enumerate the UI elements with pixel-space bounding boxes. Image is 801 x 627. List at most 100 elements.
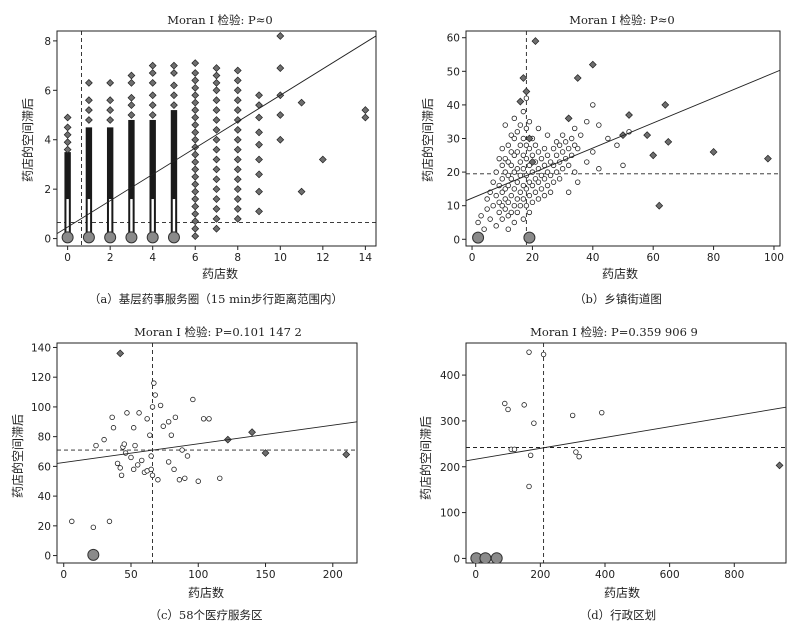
panel-b-circle-point bbox=[590, 149, 596, 155]
panel-c-xtick-label: 150 bbox=[255, 569, 275, 581]
panel-a-strip-column bbox=[64, 152, 71, 237]
panel-d-circle-point bbox=[505, 406, 511, 413]
panel-b-circle-point bbox=[511, 169, 518, 175]
panel-b-circle-point bbox=[493, 169, 499, 175]
panel-c-xlabel: 药店数 bbox=[188, 585, 224, 600]
panel-b-xtick-label: 100 bbox=[764, 252, 784, 264]
panel-b-circle-point bbox=[523, 202, 530, 209]
panel-b-circle-point bbox=[571, 142, 578, 148]
panel-b-circle-point bbox=[523, 125, 530, 132]
panel-b-diamond-point bbox=[531, 37, 540, 45]
panel-a-diamond-point bbox=[255, 140, 263, 149]
panel-c-ytick-label: 140 bbox=[31, 342, 51, 354]
panel-a-diamond-point bbox=[233, 135, 242, 144]
panel-b-diamond-point bbox=[661, 101, 670, 109]
panel-c-circle-point bbox=[149, 404, 156, 410]
panel-a-diamond-point bbox=[191, 98, 200, 107]
panel-c-ytick-label: 0 bbox=[44, 551, 51, 563]
panel-a-diamond-point bbox=[170, 61, 178, 70]
panel-a-diamond-point bbox=[191, 150, 200, 159]
panel-a-diamond-point bbox=[148, 91, 157, 100]
panel-b-circle-point bbox=[532, 142, 539, 148]
panel-d-ylabel: 药店的空间滞后 bbox=[418, 416, 433, 500]
panel-b-diamond-point bbox=[655, 201, 664, 210]
panel-a-diamond-point bbox=[212, 79, 221, 87]
panel-c-circle-point bbox=[152, 392, 158, 398]
panel-a-diamond-point bbox=[233, 205, 242, 213]
panel-b-circle-point bbox=[511, 202, 518, 209]
panel-c-circle-point bbox=[155, 477, 161, 483]
panel-c-diamond-point bbox=[248, 428, 256, 437]
panel-b-circle-point bbox=[575, 179, 581, 185]
panel-b-circle-point bbox=[502, 186, 508, 192]
panel-a-large-point bbox=[61, 231, 74, 244]
panel-c-ytick-label: 20 bbox=[38, 521, 51, 533]
panel-c-regression-line bbox=[57, 421, 357, 464]
panel-d-caption: （d）行政区划 bbox=[580, 608, 656, 622]
panel-b-diamond-point bbox=[709, 148, 718, 156]
panel-c-xtick-label: 50 bbox=[124, 569, 137, 581]
panel-d-circle-point bbox=[526, 483, 532, 490]
panel-b-circle-point bbox=[517, 159, 524, 165]
panel-a-diamond-point bbox=[191, 76, 200, 85]
panel-a-diamond-point bbox=[255, 187, 263, 196]
panel-a-ytick-label: 0 bbox=[44, 234, 51, 246]
panel-a-diamond-point bbox=[127, 101, 136, 110]
panel-b-circle-point bbox=[505, 199, 511, 206]
panel-a-diamond-point bbox=[255, 113, 263, 122]
panel-a-diamond-point bbox=[212, 155, 221, 164]
panel-b-circle-point bbox=[620, 162, 626, 169]
panel-a-diamond-point bbox=[85, 79, 93, 87]
panel-a-diamond-point bbox=[191, 217, 200, 226]
panel-a-diamond-point bbox=[255, 91, 263, 100]
panel-d-circle-point bbox=[576, 453, 582, 460]
panel-b-xtick-label: 80 bbox=[707, 252, 720, 264]
panel-c-circle-point bbox=[168, 432, 175, 438]
panel-d-plot-frame bbox=[465, 342, 787, 564]
panel-b-circle-point bbox=[505, 172, 511, 179]
panel-a-xtick-label: 8 bbox=[234, 252, 241, 264]
panel-b-ytick-label: 0 bbox=[453, 234, 460, 246]
panel-c-circle-point bbox=[110, 425, 117, 431]
panel-b-circle-point bbox=[575, 145, 581, 152]
panel-b-circle-point bbox=[562, 139, 569, 145]
panel-b-diamond-point bbox=[764, 154, 772, 163]
panel-c-circle-point bbox=[106, 518, 113, 525]
panel-b-circle-point bbox=[523, 186, 530, 192]
panel-a-diamond-point bbox=[212, 175, 221, 184]
panel-a-diamond-point bbox=[191, 69, 200, 77]
panel-b-circle-point bbox=[505, 142, 511, 148]
panel-b-circle-point bbox=[529, 182, 536, 189]
panel-a-diamond-point bbox=[212, 185, 221, 194]
panel-b-circle-point bbox=[523, 142, 530, 148]
panel-a-diamond-point bbox=[233, 106, 242, 114]
panel-d-xlabel: 药店数 bbox=[604, 585, 640, 600]
panel-b-circle-point bbox=[550, 179, 557, 185]
panel-b-circle-point bbox=[496, 199, 502, 206]
panel-c-circle-point bbox=[176, 477, 183, 483]
panel-a-strip-column bbox=[85, 127, 93, 237]
panel-a-diamond-point bbox=[170, 101, 178, 110]
panel-b-diamond-point bbox=[649, 151, 658, 160]
panel-a-strip-core bbox=[130, 199, 133, 237]
panel-a-strip-core bbox=[151, 199, 154, 237]
panel-a-diamond-point bbox=[191, 59, 200, 68]
panel-a-diamond-point bbox=[297, 98, 306, 107]
panel-b-circle-point bbox=[526, 209, 533, 216]
panel-c-circle-point bbox=[184, 453, 191, 459]
panel-a-diamond-point bbox=[148, 101, 157, 110]
panel-b-circle-point bbox=[484, 196, 490, 202]
panel-a-diamond-point bbox=[148, 61, 157, 70]
panel-b-circle-point bbox=[508, 176, 514, 182]
panel-a-large-point bbox=[167, 231, 180, 244]
panel-c-diamond-point bbox=[116, 349, 125, 358]
panel-b-circle-point bbox=[508, 149, 514, 155]
panel-a-diamond-point bbox=[233, 165, 242, 174]
panel-d-title: Moran I 检验: P=0.359 906 9 bbox=[530, 325, 698, 339]
panel-a-diamond-point bbox=[255, 101, 263, 110]
panel-b-diamond-point bbox=[564, 114, 573, 123]
panel-b-circle-point bbox=[556, 176, 563, 182]
panel-a-large-point bbox=[146, 231, 159, 244]
panel-a-diamond-point bbox=[63, 113, 72, 122]
panel-b-circle-point bbox=[514, 179, 521, 185]
